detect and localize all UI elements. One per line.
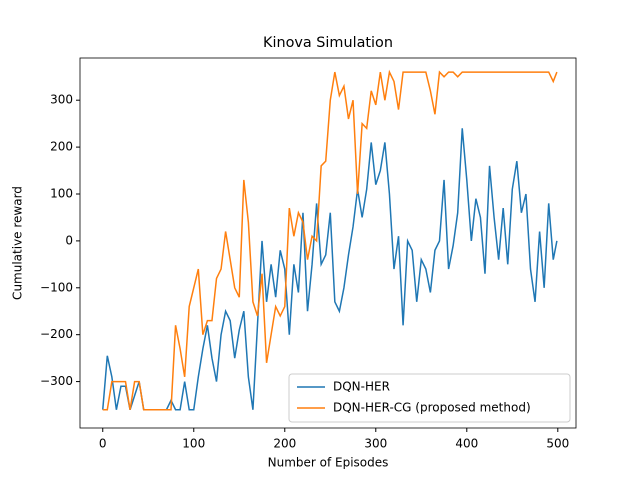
x-tick-label: 400 xyxy=(455,437,478,451)
legend: DQN-HER DQN-HER-CG (proposed method) xyxy=(288,373,571,423)
y-tick-label: −200 xyxy=(40,327,73,341)
x-tick-label: 300 xyxy=(364,437,387,451)
x-tick-label: 0 xyxy=(99,437,107,451)
y-tick-label: 200 xyxy=(50,140,73,154)
x-axis-label: Number of Episodes xyxy=(268,456,389,470)
plot-frame xyxy=(79,57,577,429)
y-axis-label: Cumulative reward xyxy=(11,186,25,300)
y-tick-label: −100 xyxy=(40,280,73,294)
x-tick-label: 100 xyxy=(182,437,205,451)
legend-label: DQN-HER-CG (proposed method) xyxy=(333,401,531,415)
x-tick-label: 200 xyxy=(273,437,296,451)
series-line xyxy=(102,128,558,411)
y-tick-label: 300 xyxy=(50,93,73,107)
series-line xyxy=(102,69,558,411)
chart-title: Kinova Simulation xyxy=(263,35,393,51)
y-tick-label: 0 xyxy=(65,233,73,247)
y-tick-label: −300 xyxy=(40,374,73,388)
x-tick-label: 500 xyxy=(546,437,569,451)
y-tick-label: 100 xyxy=(50,186,73,200)
legend-box xyxy=(288,373,571,423)
legend-label: DQN-HER xyxy=(333,380,390,394)
